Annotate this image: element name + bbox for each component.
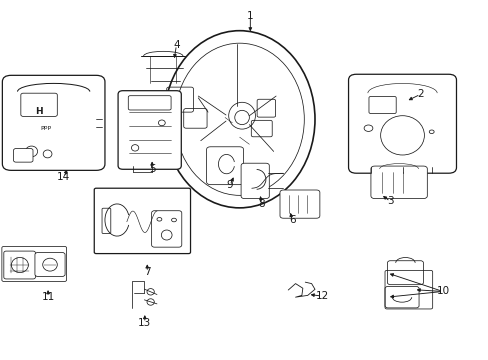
FancyBboxPatch shape	[35, 252, 65, 276]
Text: 9: 9	[226, 180, 233, 190]
Ellipse shape	[228, 102, 255, 129]
Text: 2: 2	[416, 89, 423, 99]
FancyBboxPatch shape	[384, 287, 418, 308]
FancyBboxPatch shape	[280, 190, 319, 218]
Ellipse shape	[25, 146, 38, 157]
Text: 4: 4	[173, 40, 180, 50]
Text: 3: 3	[386, 197, 393, 206]
Text: 5: 5	[148, 164, 155, 174]
Ellipse shape	[158, 120, 165, 126]
Text: 1: 1	[246, 12, 253, 21]
Text: 14: 14	[57, 172, 70, 182]
Ellipse shape	[147, 289, 154, 295]
FancyBboxPatch shape	[2, 75, 105, 170]
FancyBboxPatch shape	[94, 188, 190, 253]
FancyBboxPatch shape	[241, 163, 269, 199]
Ellipse shape	[364, 125, 372, 131]
Text: 12: 12	[315, 291, 328, 301]
Ellipse shape	[42, 258, 57, 271]
FancyBboxPatch shape	[348, 74, 456, 173]
FancyBboxPatch shape	[370, 166, 427, 199]
Text: 13: 13	[138, 318, 151, 328]
Text: 7: 7	[143, 267, 150, 277]
FancyBboxPatch shape	[206, 147, 243, 185]
Text: PPP: PPP	[41, 126, 52, 131]
Ellipse shape	[43, 150, 52, 158]
FancyBboxPatch shape	[4, 251, 35, 279]
Text: 6: 6	[288, 215, 295, 225]
Ellipse shape	[131, 145, 139, 151]
Ellipse shape	[428, 130, 433, 134]
Ellipse shape	[147, 299, 154, 305]
FancyBboxPatch shape	[386, 261, 423, 285]
FancyBboxPatch shape	[118, 91, 181, 169]
FancyBboxPatch shape	[14, 149, 33, 162]
Text: 8: 8	[258, 199, 265, 209]
Text: 11: 11	[41, 292, 55, 302]
Text: H: H	[36, 107, 43, 116]
Text: 10: 10	[435, 287, 448, 296]
Ellipse shape	[157, 217, 162, 221]
Ellipse shape	[161, 230, 172, 240]
Ellipse shape	[171, 218, 176, 222]
FancyBboxPatch shape	[21, 93, 57, 116]
Ellipse shape	[11, 257, 28, 273]
